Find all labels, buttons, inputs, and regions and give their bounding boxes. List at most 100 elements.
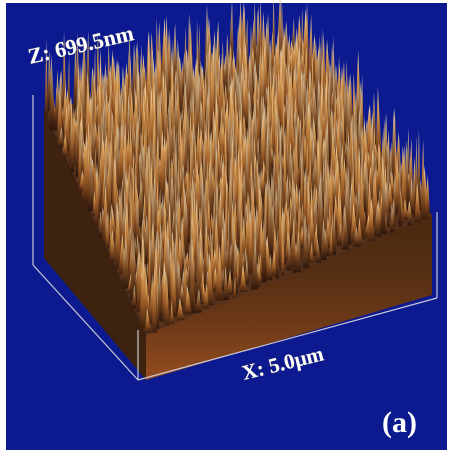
surface-spike	[401, 144, 407, 218]
surface-spike	[48, 53, 56, 130]
surface-spike	[294, 230, 302, 273]
surface-spike	[284, 229, 293, 261]
surface-spike	[159, 128, 165, 204]
surface-spike	[285, 218, 292, 246]
surface-spike	[263, 127, 271, 207]
surface-spike	[398, 156, 402, 227]
surface-spike	[70, 117, 75, 173]
surface-spike	[44, 38, 48, 116]
surface-spike	[389, 204, 396, 233]
surface-spike	[175, 38, 183, 121]
surface-spike	[226, 204, 231, 287]
surface-spike	[164, 275, 170, 326]
surface-spike	[176, 297, 185, 321]
surface-spike	[194, 288, 202, 313]
surface-spikes	[44, 0, 431, 333]
surface-spike	[296, 186, 301, 264]
surface-spike	[420, 139, 426, 220]
surface-spike	[308, 206, 316, 251]
surface-spike	[409, 179, 414, 215]
surface-spike	[268, 253, 273, 281]
surface-spike	[402, 198, 409, 220]
surface-spike	[147, 228, 152, 310]
surface-spike	[223, 266, 229, 300]
surface-spike	[292, 216, 296, 274]
surface-spike	[154, 99, 162, 170]
surface-spike	[311, 152, 318, 201]
surface-spike	[203, 283, 209, 309]
surface-spike	[359, 162, 366, 240]
surface-spike	[93, 146, 97, 208]
surface-spike	[205, 252, 214, 306]
surface-spike	[122, 236, 131, 289]
surface-spike	[94, 161, 99, 227]
surface-spike	[329, 222, 334, 257]
surface-spike	[259, 113, 263, 187]
surface-left-wall	[44, 110, 146, 380]
surface-spike	[136, 150, 145, 198]
panel-label: (a)	[382, 406, 417, 439]
surface-spike	[162, 267, 167, 323]
surface-spike	[302, 171, 307, 233]
surface-spike	[262, 205, 267, 283]
surface-spike	[320, 217, 327, 261]
surface-spike	[308, 241, 314, 263]
surface-spike	[170, 300, 175, 324]
surface-spike	[336, 198, 344, 244]
surface-spike	[275, 228, 280, 279]
surface-spike	[134, 127, 138, 203]
surface-spike	[281, 237, 285, 276]
surface-spike	[232, 276, 237, 298]
surface-spike	[407, 201, 412, 226]
surface-spike	[247, 208, 254, 274]
surface-spike	[302, 221, 310, 269]
surface-spike	[107, 143, 112, 223]
surface-spike	[82, 130, 90, 204]
surface-spike	[217, 53, 225, 131]
surface-spike	[380, 167, 386, 235]
bounding-box	[32, 95, 438, 381]
surface-spike	[250, 235, 259, 290]
surface-spike	[346, 85, 352, 162]
surface-spike	[125, 100, 131, 156]
surface-spike	[185, 103, 191, 174]
surface-spike	[375, 87, 383, 164]
surface-spike	[332, 207, 337, 255]
surface-spike	[337, 221, 344, 246]
surface-spike	[109, 228, 116, 262]
surface-spike	[238, 209, 244, 285]
surface-spike	[219, 101, 224, 177]
surface-spike	[163, 97, 167, 159]
surface-spike	[98, 210, 104, 237]
surface-spike	[131, 284, 137, 309]
surface-spike	[312, 189, 319, 247]
surface-spike	[144, 307, 152, 333]
surface-spike	[183, 112, 189, 190]
surface-spike	[239, 265, 247, 293]
surface-spike	[87, 147, 96, 212]
surface-spike	[188, 235, 195, 314]
surface-spike	[156, 282, 160, 329]
surface-spike	[109, 208, 117, 242]
surface-spike	[139, 256, 147, 329]
surface-spike	[56, 126, 65, 148]
surface-spike	[215, 243, 223, 301]
surface-spike	[170, 257, 177, 317]
surface-spike	[147, 88, 155, 163]
surface-spike	[286, 235, 292, 271]
surface-spike	[184, 286, 192, 315]
surface-spike	[280, 213, 286, 272]
surface-spike	[270, 249, 277, 277]
surface-spike	[194, 72, 201, 154]
surface-spike	[182, 250, 188, 314]
surface-spike	[352, 226, 360, 247]
surface-spike	[137, 172, 144, 227]
surface-spike	[315, 238, 322, 263]
bbox-bottom-front-edge	[137, 297, 438, 381]
surface-front-glow	[146, 215, 432, 380]
surface-spike	[77, 129, 82, 189]
bbox-bottom-left-edge	[32, 264, 139, 381]
surface-spike	[114, 203, 123, 270]
